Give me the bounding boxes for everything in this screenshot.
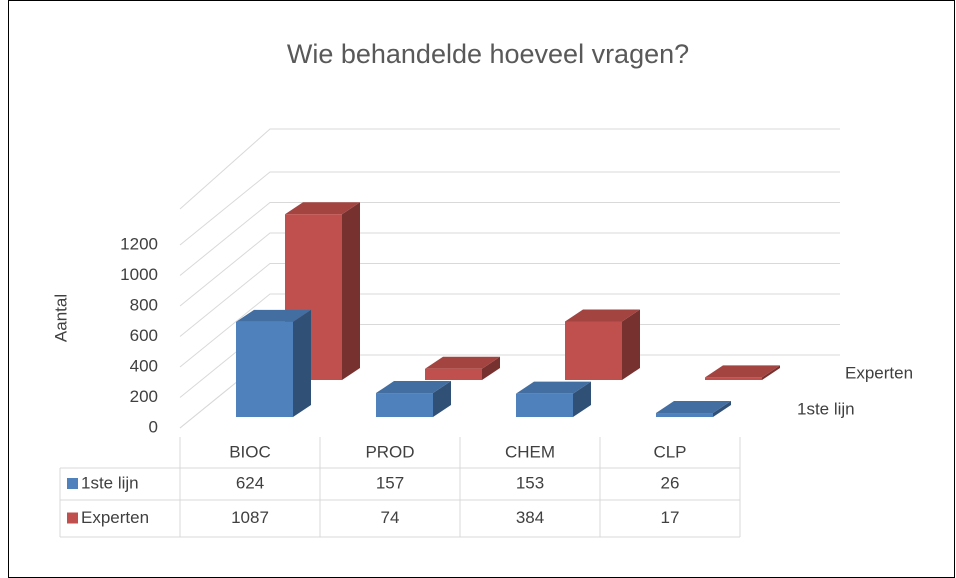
y-tick-label: 200 — [130, 387, 158, 406]
y-tick-label: 0 — [149, 417, 158, 436]
bar-side — [713, 401, 731, 417]
y-tick-label: 1000 — [120, 265, 158, 284]
bar-front — [516, 393, 573, 417]
y-tick-label: 800 — [130, 295, 158, 314]
bar-top — [516, 381, 591, 394]
legend-label: 1ste lijn — [81, 473, 139, 492]
depth-label: 1ste lijn — [797, 399, 855, 418]
legend-key — [67, 512, 78, 524]
bar-front — [236, 321, 293, 417]
bar-side — [433, 381, 451, 417]
bar — [376, 381, 451, 417]
bar — [656, 401, 731, 417]
table-value: 17 — [661, 508, 680, 527]
bar-side — [762, 365, 780, 380]
table-value: 1087 — [231, 508, 269, 527]
y-tick-label: 1200 — [120, 234, 158, 253]
grid-line — [179, 202, 840, 276]
table-value: 26 — [661, 473, 680, 492]
table-value: 624 — [236, 473, 264, 492]
bar-front — [376, 393, 433, 417]
bar-top — [376, 381, 451, 394]
bar — [705, 365, 780, 380]
bar-side — [482, 356, 500, 380]
y-tick-label: 600 — [130, 326, 158, 345]
bar-side — [342, 202, 360, 380]
table-value: 153 — [516, 473, 544, 492]
bar-top — [705, 365, 780, 378]
y-tick-label: 400 — [130, 356, 158, 375]
bar — [565, 309, 640, 380]
bar-front — [705, 377, 762, 380]
legend-key — [67, 478, 78, 489]
grid-line — [179, 232, 840, 307]
bar-top — [236, 309, 311, 322]
bar-front — [565, 321, 622, 380]
bar-top — [425, 356, 500, 369]
table-value: 384 — [516, 508, 544, 527]
bar — [425, 356, 500, 380]
chart-border — [8, 0, 955, 578]
bar — [236, 309, 311, 417]
bar-side — [293, 309, 311, 417]
x-tick-label: BIOC — [229, 442, 271, 461]
bar-top — [656, 401, 731, 414]
x-tick-label: PROD — [365, 442, 414, 461]
bar-side — [573, 381, 591, 417]
legend-label: Experten — [81, 508, 149, 527]
bar-top — [565, 309, 640, 322]
bar-side — [622, 309, 640, 380]
grid-line — [179, 293, 840, 368]
grid-line — [179, 171, 840, 246]
bar — [516, 381, 591, 417]
y-axis-label: Aantal — [51, 294, 70, 342]
table-value: 74 — [381, 508, 400, 527]
x-tick-label: CHEM — [505, 442, 555, 461]
grid-line — [179, 128, 840, 210]
table-value: 157 — [376, 473, 404, 492]
bar-front — [656, 413, 713, 417]
chart-title: Wie behandelde hoeveel vragen? — [287, 39, 689, 69]
grid-line — [179, 263, 840, 337]
bar-front — [425, 368, 482, 380]
depth-label: Experten — [845, 363, 913, 382]
bar-top — [285, 202, 360, 215]
x-tick-label: CLP — [653, 442, 686, 461]
